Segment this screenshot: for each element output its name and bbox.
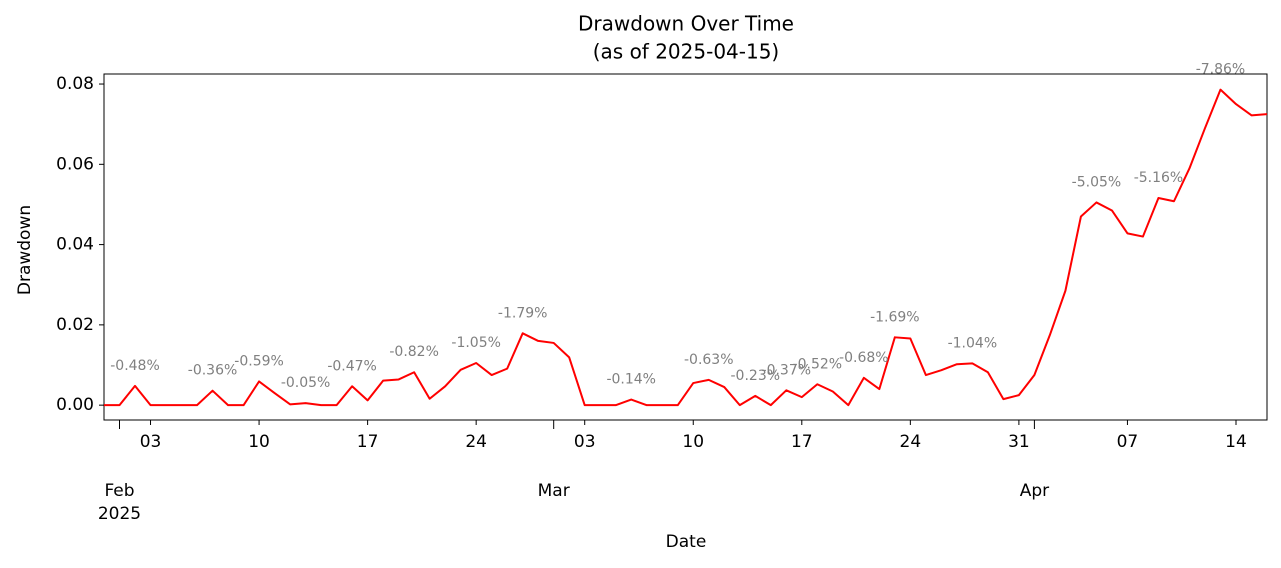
annotation: -0.37%: [762, 362, 812, 378]
y-tick-label: 0.08: [56, 74, 94, 94]
annotation: -5.16%: [1134, 170, 1184, 186]
annotation: -0.63%: [684, 352, 734, 368]
annotation: -0.23%: [731, 368, 781, 384]
x-tick-label: 24: [900, 432, 922, 452]
annotation: -5.05%: [1072, 174, 1122, 190]
x-tick-label: 10: [248, 432, 270, 452]
plot-frame: [103, 73, 1268, 421]
annotation: -0.36%: [188, 363, 238, 379]
annotation: -0.59%: [234, 353, 284, 369]
annotation: -1.05%: [451, 335, 501, 351]
annotation: -0.47%: [327, 358, 377, 374]
chart-title: Drawdown Over Time: [578, 12, 794, 36]
x-axis-label: Date: [666, 532, 707, 552]
annotation: -0.05%: [281, 375, 331, 391]
x-month-label: Apr: [1020, 481, 1049, 501]
annotation: -0.68%: [839, 350, 889, 366]
x-month-label: Feb: [104, 481, 134, 501]
annotation: -0.48%: [110, 358, 160, 374]
y-tick-label: 0.06: [56, 154, 94, 174]
x-tick-label: 03: [574, 432, 596, 452]
line: [104, 88, 1268, 407]
x-tick-label: 10: [682, 432, 704, 452]
x-tick-label: 07: [1117, 432, 1139, 452]
annotation: -1.69%: [870, 309, 920, 325]
annotation: -0.82%: [389, 344, 439, 360]
x-tick-label: 24: [465, 432, 487, 452]
x-tick-label: 17: [357, 432, 379, 452]
annotation: -0.14%: [606, 372, 656, 388]
annotation: -0.52%: [793, 356, 843, 372]
x-year-label: 2025: [98, 504, 141, 524]
y-tick-label: 0.04: [56, 235, 94, 255]
annotation: -1.79%: [498, 305, 548, 321]
y-axis-label: Drawdown: [15, 205, 35, 295]
x-tick-label: 31: [1008, 432, 1030, 452]
y-tick-label: 0.02: [56, 315, 94, 335]
annotation: -1.04%: [948, 335, 998, 351]
x-tick-label: 17: [791, 432, 813, 452]
annotation: -7.86%: [1196, 62, 1246, 78]
x-month-label: Mar: [538, 481, 570, 501]
x-tick-label: 03: [140, 432, 162, 452]
y-tick-label: 0.00: [56, 395, 94, 415]
chart-subtitle: (as of 2025-04-15): [593, 40, 780, 64]
x-tick-label: 14: [1225, 432, 1247, 452]
